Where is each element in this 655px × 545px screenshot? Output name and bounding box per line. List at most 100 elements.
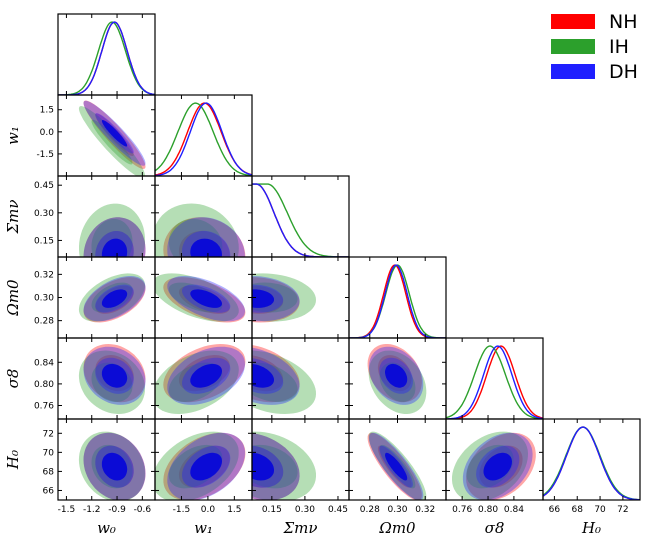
legend-label-IH: IH	[609, 36, 629, 58]
panel-frame-5-5	[542, 418, 641, 501]
contour-DH-core-sum_mnu-sigma8	[252, 364, 274, 388]
contour-panel-w0-sigma8	[78, 344, 146, 414]
contour-DH-core-w0-w1	[101, 120, 128, 147]
contour-panel-sum_mnu-H0	[252, 431, 316, 500]
panel-frame-2-2	[251, 175, 350, 258]
contour-DH-core-omega_m0-H0	[385, 452, 408, 481]
x-tick-label-sum_mnu: 0.45	[328, 505, 348, 515]
marginal-panel-w0	[58, 21, 155, 95]
x-tick-label-sigma8: 0.80	[478, 505, 498, 515]
x-tick-label-w0: -0.9	[108, 505, 126, 515]
contour-panel-w1-H0	[155, 431, 246, 500]
marginal-curve-IH-H0	[543, 426, 640, 500]
x-tick-label-sigma8: 0.76	[452, 505, 472, 515]
contour-DH-95-w1-sum_mnu	[167, 217, 245, 257]
contour-DH-core-sum_mnu-H0	[252, 452, 274, 481]
contour-panel-omega_m0-H0	[367, 431, 427, 500]
x-tick-label-omega_m0: 0.32	[415, 505, 435, 515]
contour-DH-core-sigma8-H0	[483, 452, 512, 481]
x-axis-label-sigma8: σ8	[485, 519, 505, 537]
legend-swatch-IH	[551, 39, 595, 54]
marginal-curve-IH-omega_m0	[349, 264, 446, 338]
x-tick-label-w0: -1.2	[83, 505, 101, 515]
contour-panel-omega_m0-sigma8	[367, 344, 427, 414]
contour-DH-95-w0-sum_mnu	[83, 217, 146, 257]
y-tick-label-omega_m0: 0.28	[34, 317, 54, 327]
contour-IH-95-w1-sum_mnu	[155, 203, 239, 257]
marginal-curve-NH-H0	[543, 426, 640, 500]
contour-IH-68-w0-w1	[91, 119, 133, 165]
x-tick-label-w1: 0.0	[201, 505, 216, 515]
contour-DH-core-w0-sum_mnu	[101, 238, 128, 257]
legend: NH IH DH	[551, 11, 638, 83]
x-tick-label-w1: -1.5	[173, 505, 191, 515]
contour-panel-w0-sum_mnu	[79, 203, 146, 257]
y-tick-label-sum_mnu: 0.15	[34, 236, 54, 246]
contour-DH-core-omega_m0-sigma8	[385, 363, 408, 388]
contour-NH-95-sum_mnu-omega_m0	[252, 277, 300, 323]
contour-panel-w0-H0	[78, 431, 146, 500]
x-tick-label-omega_m0: 0.30	[387, 505, 407, 515]
y-axis-label-w1: w₁	[4, 126, 22, 145]
x-tick-label-sigma8: 0.84	[504, 505, 524, 515]
x-tick-label-w0: -1.5	[58, 505, 76, 515]
contour-IH-95-w0-w1	[78, 106, 145, 176]
marginal-curve-DH-omega_m0	[349, 264, 446, 338]
y-tick-label-w1: -1.5	[36, 150, 54, 160]
y-tick-label-sigma8: 0.76	[34, 402, 54, 412]
x-axis-label-H0: H₀	[581, 519, 601, 537]
y-tick-label-sum_mnu: 0.45	[34, 181, 54, 191]
y-axis-label-sum_mnu: Σmν	[4, 200, 22, 235]
contour-IH-95-sum_mnu-H0	[252, 431, 316, 500]
legend-label-NH: NH	[609, 11, 638, 33]
contour-panel-sum_mnu-sigma8	[252, 344, 316, 414]
contour-DH-core-sum_mnu-omega_m0	[252, 289, 274, 308]
contour-DH-core-w0-H0	[101, 452, 128, 481]
contour-DH-core-w1-omega_m0	[190, 289, 222, 308]
y-tick-label-H0: 70	[43, 448, 55, 458]
y-axis-label-H0: H₀	[4, 450, 22, 470]
y-tick-label-H0: 68	[43, 467, 55, 477]
x-tick-label-w1: 1.5	[227, 505, 241, 515]
y-tick-label-sigma8: 0.84	[34, 358, 54, 368]
panel-frame-0-0	[57, 13, 156, 96]
panel-frame-3-3	[348, 256, 447, 339]
x-tick-label-H0: 70	[594, 505, 606, 515]
marginal-panel-sigma8	[446, 345, 543, 419]
contour-panel-w1-sum_mnu	[155, 203, 246, 257]
contour-NH-95-sum_mnu-H0	[252, 433, 300, 500]
contour-panel-sigma8-H0	[452, 431, 536, 500]
x-tick-label-H0: 72	[617, 505, 628, 515]
y-tick-label-sum_mnu: 0.30	[34, 209, 54, 219]
contour-panel-w0-omega_m0	[78, 273, 146, 323]
x-tick-label-omega_m0: 0.28	[360, 505, 380, 515]
contour-panel-w1-sigma8	[155, 344, 246, 414]
x-axis-label-sum_mnu: Σmν	[283, 519, 318, 537]
contour-DH-core-w1-H0	[190, 452, 222, 481]
contour-DH-95-sum_mnu-sigma8	[252, 347, 300, 405]
y-tick-label-sigma8: 0.80	[34, 380, 54, 390]
x-tick-label-H0: 68	[572, 505, 584, 515]
x-axis-label-w1: w₁	[194, 519, 213, 537]
marginal-curve-IH-w0	[58, 21, 155, 95]
legend-swatch-NH	[551, 14, 595, 29]
marginal-curve-IH-w1	[155, 102, 252, 176]
y-tick-label-H0: 66	[43, 486, 55, 496]
contour-panel-w1-omega_m0	[155, 273, 246, 323]
x-tick-label-sum_mnu: 0.15	[262, 505, 282, 515]
marginal-panel-sum_mnu	[252, 183, 349, 257]
contour-DH-core-w1-sum_mnu	[190, 238, 222, 257]
x-axis-label-omega_m0: Ωm0	[378, 519, 416, 537]
x-axis-label-w0: w₀	[97, 519, 116, 537]
panels: -1.5 -1.2 -0.9 -0.6 w₀ -1.5 0.0 1.5 w₁ 0.15 0.30 0.…	[4, 13, 641, 537]
contour-DH-95-sum_mnu-omega_m0	[252, 276, 300, 322]
marginal-curve-NH-omega_m0	[349, 264, 446, 338]
contour-DH-core-w1-sigma8	[190, 363, 222, 388]
marginal-curve-NH-w0	[58, 21, 155, 95]
marginal-curve-NH-w1	[155, 102, 252, 176]
marginal-curve-DH-w1	[155, 102, 252, 176]
contour-DH-core-w0-omega_m0	[101, 289, 128, 308]
marginal-panel-w1	[155, 102, 252, 176]
contour-IH-95-w0-sum_mnu	[79, 203, 145, 257]
